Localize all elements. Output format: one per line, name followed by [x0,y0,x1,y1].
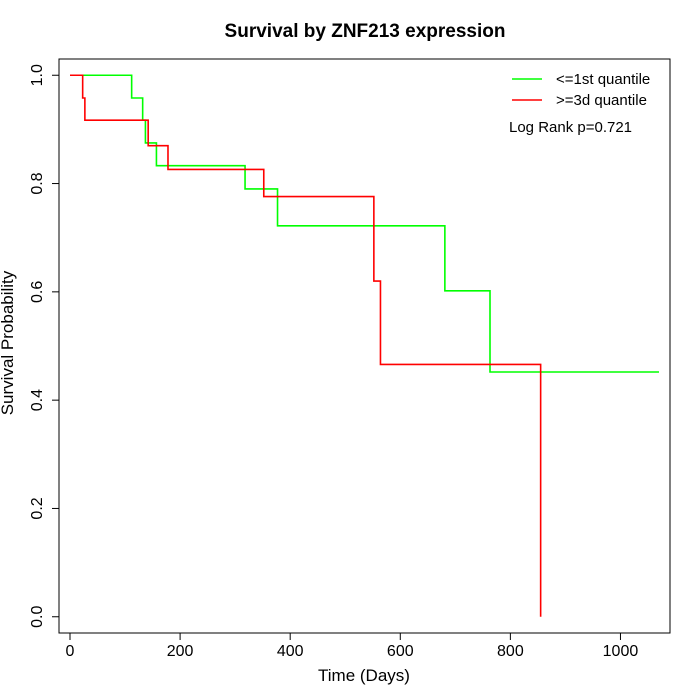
y-axis: 0.0 0.2 0.4 0.6 0.8 1.0 [29,64,60,628]
y-axis-label: Survival Probability [0,270,17,415]
x-axis: 0 200 400 600 800 1000 [66,632,639,660]
series-layer [70,74,659,617]
x-tick-label: 600 [387,643,414,660]
y-tick-label: 0.4 [29,389,46,411]
series-line-2 [70,74,542,617]
chart-title: Survival by ZNF213 expression [225,21,506,42]
x-tick-label: 1000 [603,643,639,660]
legend-label: <=1st quantile [556,71,650,88]
legend: <=1st quantile >=3d quantile [512,71,650,109]
x-tick-label: 800 [497,643,524,660]
x-axis-label: Time (Days) [318,666,410,685]
x-tick-label: 400 [277,643,304,660]
y-tick-label: 0.6 [29,281,46,303]
log-rank-annotation: Log Rank p=0.721 [509,119,632,136]
y-tick-label: 0.0 [29,606,46,628]
series-line-1 [70,74,659,373]
y-tick-label: 0.2 [29,497,46,519]
x-tick-label: 0 [66,643,75,660]
y-tick-label: 0.8 [29,172,46,194]
legend-label: >=3d quantile [556,92,647,109]
x-tick-label: 200 [167,643,194,660]
y-tick-label: 1.0 [29,64,46,86]
